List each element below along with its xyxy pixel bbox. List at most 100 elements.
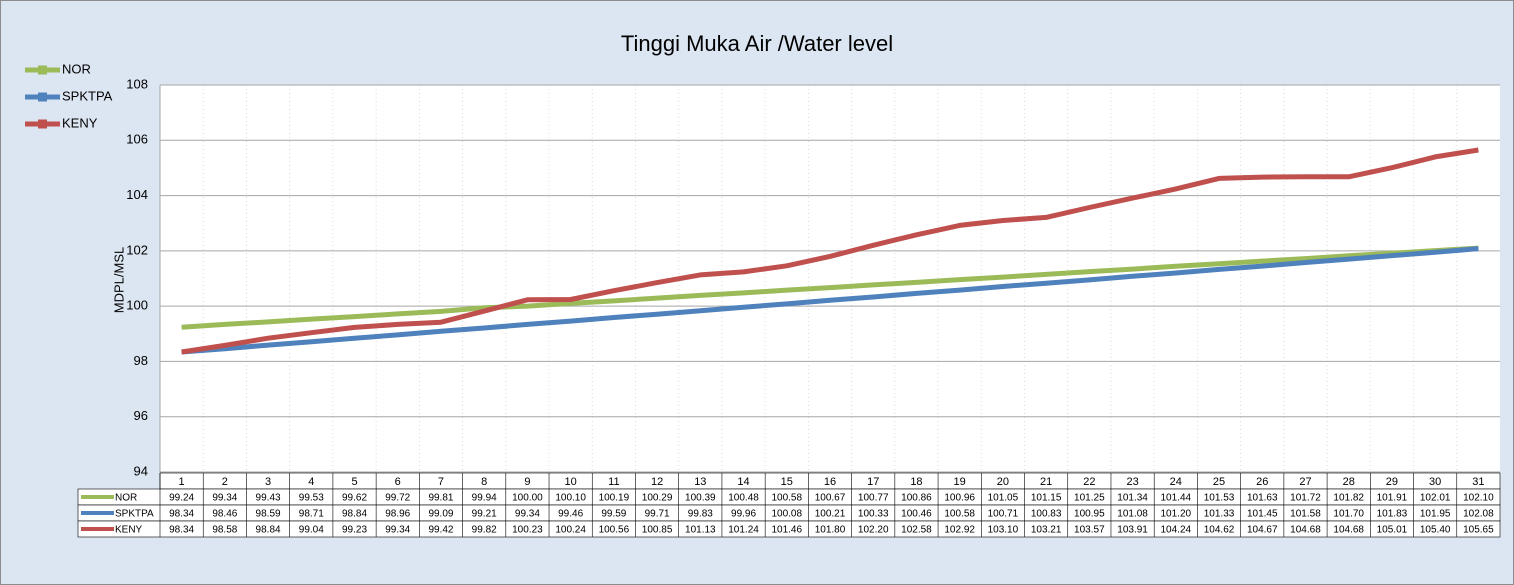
- x-tick-label: 16: [824, 476, 836, 488]
- table-value: 100.10: [555, 493, 586, 504]
- legend-label: SPKTPA: [62, 88, 113, 103]
- legend-label: NOR: [62, 61, 91, 76]
- x-tick-label: 1: [179, 476, 185, 488]
- table-value: 102.08: [1463, 509, 1494, 520]
- table-value: 101.70: [1333, 509, 1364, 520]
- table-value: 100.67: [815, 493, 846, 504]
- table-value: 105.01: [1377, 525, 1408, 536]
- table-value: 101.08: [1117, 509, 1148, 520]
- table-value: 101.91: [1377, 493, 1408, 504]
- table-value: 98.46: [212, 509, 237, 520]
- table-value: 100.24: [555, 525, 586, 536]
- table-value: 100.56: [599, 525, 630, 536]
- table-value: 100.95: [1074, 509, 1105, 520]
- y-axis-label: MDPL/MSL: [111, 247, 126, 313]
- table-value: 99.21: [472, 509, 497, 520]
- table-value: 104.24: [1161, 525, 1192, 536]
- table-value: 100.00: [512, 493, 543, 504]
- table-value: 100.21: [815, 509, 846, 520]
- table-value: 100.96: [944, 493, 975, 504]
- series-line: [181, 147, 1479, 355]
- x-tick-label: 28: [1343, 476, 1355, 488]
- chart-title: Tinggi Muka Air /Water level: [621, 31, 893, 56]
- table-value: 99.82: [472, 525, 497, 536]
- x-tick-label: 27: [1299, 476, 1311, 488]
- table-value: 99.62: [342, 493, 367, 504]
- legend-marker: [38, 92, 47, 102]
- table-value: 105.65: [1463, 525, 1494, 536]
- table-value: 100.86: [901, 493, 932, 504]
- table-value: 98.84: [342, 509, 367, 520]
- x-tick-label: 31: [1472, 476, 1484, 488]
- table-legend-label: KENY: [115, 525, 143, 536]
- table-value: 98.58: [212, 525, 237, 536]
- x-tick-label: 14: [737, 476, 749, 488]
- table-value: 104.67: [1247, 525, 1278, 536]
- x-tick-label: 21: [1040, 476, 1052, 488]
- table-value: 101.46: [771, 525, 802, 536]
- y-tick-label: 94: [134, 463, 148, 478]
- table-value: 102.20: [858, 525, 889, 536]
- table-value: 101.33: [1204, 509, 1235, 520]
- x-tick-label: 19: [954, 476, 966, 488]
- x-tick-label: 4: [308, 476, 314, 488]
- table-value: 99.46: [558, 509, 583, 520]
- table-value: 100.08: [771, 509, 802, 520]
- table-value: 99.34: [212, 493, 237, 504]
- x-tick-label: 3: [265, 476, 271, 488]
- x-tick-label: 30: [1429, 476, 1441, 488]
- table-value: 101.20: [1161, 509, 1192, 520]
- table-value: 99.71: [645, 509, 670, 520]
- x-tick-label: 11: [608, 476, 619, 488]
- table-value: 101.45: [1247, 509, 1278, 520]
- table-value: 103.21: [1031, 525, 1062, 536]
- table-value: 98.71: [299, 509, 324, 520]
- legend-marker: [38, 119, 47, 129]
- table-value: 98.96: [385, 509, 410, 520]
- x-tick-label: 20: [997, 476, 1009, 488]
- table-value: 100.48: [728, 493, 759, 504]
- table-value: 103.10: [988, 525, 1019, 536]
- table-value: 98.84: [256, 525, 281, 536]
- table-value: 105.40: [1420, 525, 1451, 536]
- x-tick-label: 23: [1126, 476, 1138, 488]
- table-value: 104.68: [1290, 525, 1321, 536]
- y-tick-label: 96: [134, 408, 148, 423]
- table-value: 102.01: [1420, 493, 1451, 504]
- table-value: 101.82: [1333, 493, 1364, 504]
- table-value: 101.44: [1161, 493, 1192, 504]
- table-value: 101.05: [988, 493, 1019, 504]
- series-line: [181, 246, 1479, 355]
- x-tick-label: 9: [524, 476, 530, 488]
- table-value: 101.83: [1377, 509, 1408, 520]
- table-value: 99.42: [428, 525, 453, 536]
- x-tick-label: 7: [438, 476, 444, 488]
- table-value: 103.57: [1074, 525, 1105, 536]
- table-value: 101.80: [815, 525, 846, 536]
- table-value: 102.10: [1463, 493, 1494, 504]
- table-value: 99.81: [428, 493, 453, 504]
- table-value: 99.43: [256, 493, 281, 504]
- table-value: 99.53: [299, 493, 324, 504]
- table-value: 101.72: [1290, 493, 1321, 504]
- table-value: 101.53: [1204, 493, 1235, 504]
- x-tick-label: 29: [1386, 476, 1398, 488]
- table-value: 100.58: [771, 493, 802, 504]
- table-value: 104.62: [1204, 525, 1235, 536]
- table-value: 99.23: [342, 525, 367, 536]
- table-value: 100.29: [642, 493, 673, 504]
- x-tick-label: 24: [1170, 476, 1182, 488]
- y-tick-label: 108: [126, 76, 148, 91]
- table-value: 100.77: [858, 493, 889, 504]
- y-tick-label: 104: [126, 187, 148, 202]
- table-value: 104.68: [1333, 525, 1364, 536]
- x-tick-label: 22: [1083, 476, 1095, 488]
- y-tick-label: 106: [126, 132, 148, 147]
- table-value: 101.13: [685, 525, 716, 536]
- x-tick-label: 6: [395, 476, 401, 488]
- x-tick-label: 2: [222, 476, 228, 488]
- table-value: 99.59: [601, 509, 626, 520]
- x-tick-label: 18: [910, 476, 922, 488]
- table-value: 101.25: [1074, 493, 1105, 504]
